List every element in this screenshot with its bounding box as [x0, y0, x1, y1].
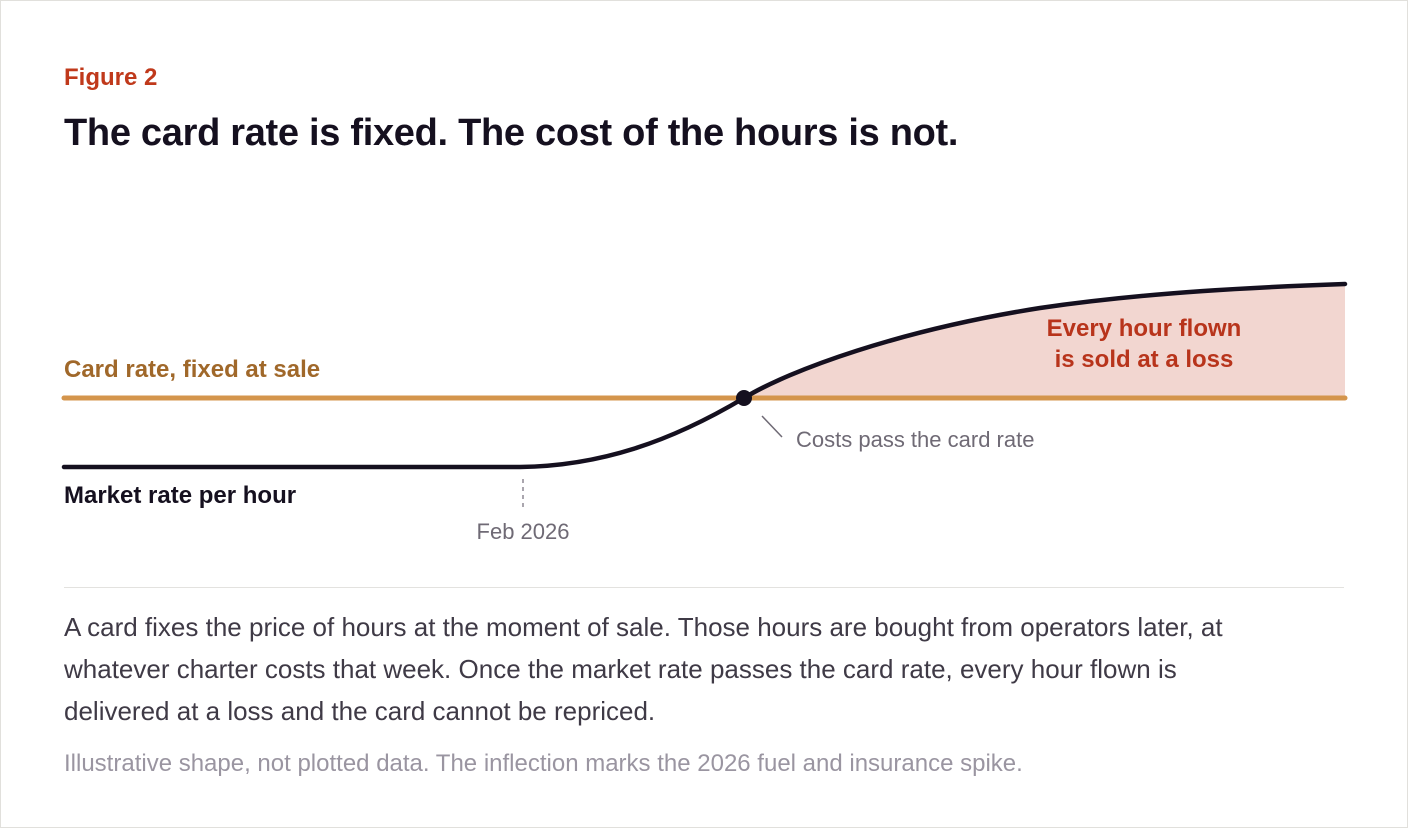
x-tick-label: Feb 2026 [477, 519, 570, 544]
figure-note: Illustrative shape, not plotted data. Th… [64, 750, 1023, 777]
figure-kicker: Figure 2 [64, 64, 158, 91]
crossing-annotation: Costs pass the card rate [796, 427, 1034, 452]
loss-area-label-line1: Every hour flown [1047, 315, 1242, 342]
divider [64, 587, 1344, 588]
figure-title: The card rate is fixed. The cost of the … [64, 112, 959, 154]
loss-area [744, 284, 1345, 398]
market-rate-label: Market rate per hour [64, 482, 296, 509]
crossing-leader [761, 415, 783, 438]
chart: Card rate, fixed at sale Market rate per… [61, 281, 1348, 544]
card-rate-label: Card rate, fixed at sale [64, 356, 320, 383]
market-rate-line [61, 281, 1348, 470]
loss-area-label-line2: is sold at a loss [1055, 346, 1234, 373]
figure-caption: A card fixes the price of hours at the m… [64, 612, 1223, 726]
crossing-point [736, 390, 752, 406]
